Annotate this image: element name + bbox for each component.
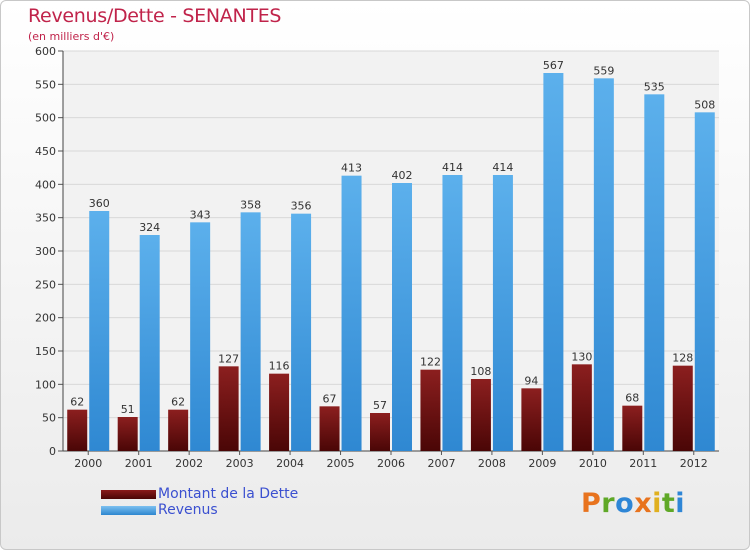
y-tick-label: 50 <box>42 412 56 425</box>
data-label-debt: 127 <box>218 352 239 365</box>
data-label-revenue: 343 <box>190 208 211 221</box>
data-label-debt: 68 <box>625 392 639 405</box>
data-label-revenue: 508 <box>694 98 715 111</box>
bar-debt <box>319 406 340 451</box>
data-label-debt: 62 <box>171 396 185 409</box>
data-label-revenue: 402 <box>392 169 413 182</box>
x-tick-label: 2002 <box>175 457 203 470</box>
data-label-revenue: 413 <box>341 162 362 175</box>
data-label-revenue: 567 <box>543 59 564 72</box>
data-label-debt: 51 <box>121 403 135 416</box>
data-label-debt: 108 <box>470 365 491 378</box>
bar-revenue <box>392 183 412 451</box>
bar-revenue <box>139 235 160 451</box>
y-tick-label: 450 <box>35 145 56 158</box>
bar-debt <box>67 409 88 451</box>
legend: Montant de la Dette Revenus <box>101 486 298 518</box>
y-tick-label: 550 <box>35 78 56 91</box>
bar-revenue <box>240 212 261 451</box>
legend-swatch-debt <box>101 489 156 499</box>
y-tick-label: 0 <box>49 445 56 458</box>
data-label-revenue: 414 <box>492 161 513 174</box>
data-label-debt: 128 <box>672 352 693 365</box>
y-tick-label: 500 <box>35 112 56 125</box>
bar-revenue <box>694 112 715 451</box>
legend-swatch-revenue <box>101 505 156 515</box>
x-tick-label: 2000 <box>74 457 102 470</box>
y-tick-label: 150 <box>35 345 56 358</box>
data-label-revenue: 356 <box>291 200 312 213</box>
x-tick-label: 2008 <box>478 457 506 470</box>
bar-debt <box>370 413 390 451</box>
x-tick-label: 2001 <box>125 457 153 470</box>
data-label-revenue: 414 <box>442 161 463 174</box>
y-tick-label: 400 <box>35 178 56 191</box>
x-tick-label: 2011 <box>629 457 657 470</box>
x-tick-label: 2012 <box>680 457 708 470</box>
data-label-debt: 130 <box>571 350 592 363</box>
data-label-revenue: 360 <box>89 197 110 210</box>
y-tick-label: 100 <box>35 378 56 391</box>
chart-title: Revenus/Dette - SENANTES <box>28 5 282 27</box>
bar-debt <box>117 417 138 451</box>
data-label-revenue: 358 <box>240 198 261 211</box>
bar-revenue <box>341 175 362 451</box>
bar-debt <box>470 379 491 451</box>
bar-debt <box>168 409 189 451</box>
data-label-debt: 57 <box>373 399 387 412</box>
bar-revenue <box>492 175 513 451</box>
bar-debt <box>571 364 592 451</box>
bar-revenue <box>190 222 211 451</box>
y-tick-label: 350 <box>35 212 56 225</box>
bar-revenue <box>89 211 110 451</box>
bar-debt <box>269 373 290 451</box>
legend-label-revenue: Revenus <box>158 502 218 518</box>
bar-debt <box>521 388 542 451</box>
x-tick-label: 2009 <box>528 457 556 470</box>
bar-debt <box>218 366 239 451</box>
data-label-revenue: 324 <box>139 221 160 234</box>
data-label-revenue: 559 <box>593 64 614 77</box>
bar-revenue <box>644 94 665 451</box>
chart-subtitle: (en milliers d'€) <box>28 30 115 43</box>
data-label-debt: 122 <box>420 356 441 369</box>
bar-debt <box>622 405 643 451</box>
bar-revenue <box>593 78 614 451</box>
bar-debt <box>672 365 693 451</box>
y-tick-label: 200 <box>35 312 56 325</box>
x-tick-label: 2005 <box>327 457 355 470</box>
data-label-debt: 116 <box>269 360 290 373</box>
x-tick-label: 2010 <box>579 457 607 470</box>
bar-revenue <box>543 73 564 451</box>
brand-logo: Proxiti <box>581 488 686 519</box>
data-label-debt: 62 <box>70 396 84 409</box>
x-tick-label: 2004 <box>276 457 304 470</box>
legend-item-debt: Montant de la Dette <box>101 486 298 502</box>
bar-chart: 0 50 100 150 200 250 300 350 400 450 500 550 600 2000… <box>35 45 719 470</box>
legend-label-debt: Montant de la Dette <box>158 486 299 502</box>
legend-item-revenue: Revenus <box>101 502 298 518</box>
y-tick-label: 600 <box>35 45 56 58</box>
y-tick-label: 300 <box>35 245 56 258</box>
bar-revenue <box>291 213 312 451</box>
bar-revenue <box>442 175 463 451</box>
y-tick-label: 250 <box>35 278 56 291</box>
bar-debt <box>420 369 441 451</box>
data-label-debt: 67 <box>323 392 337 405</box>
x-tick-label: 2006 <box>377 457 405 470</box>
data-label-revenue: 535 <box>644 80 665 93</box>
x-tick-label: 2007 <box>427 457 455 470</box>
data-label-debt: 94 <box>524 374 538 387</box>
x-tick-label: 2003 <box>226 457 254 470</box>
